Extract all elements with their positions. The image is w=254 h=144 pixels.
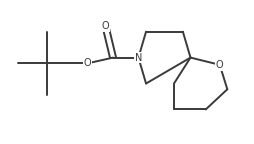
Text: N: N: [135, 53, 142, 63]
Text: O: O: [216, 60, 224, 70]
Text: O: O: [102, 21, 109, 31]
Text: O: O: [84, 58, 91, 68]
